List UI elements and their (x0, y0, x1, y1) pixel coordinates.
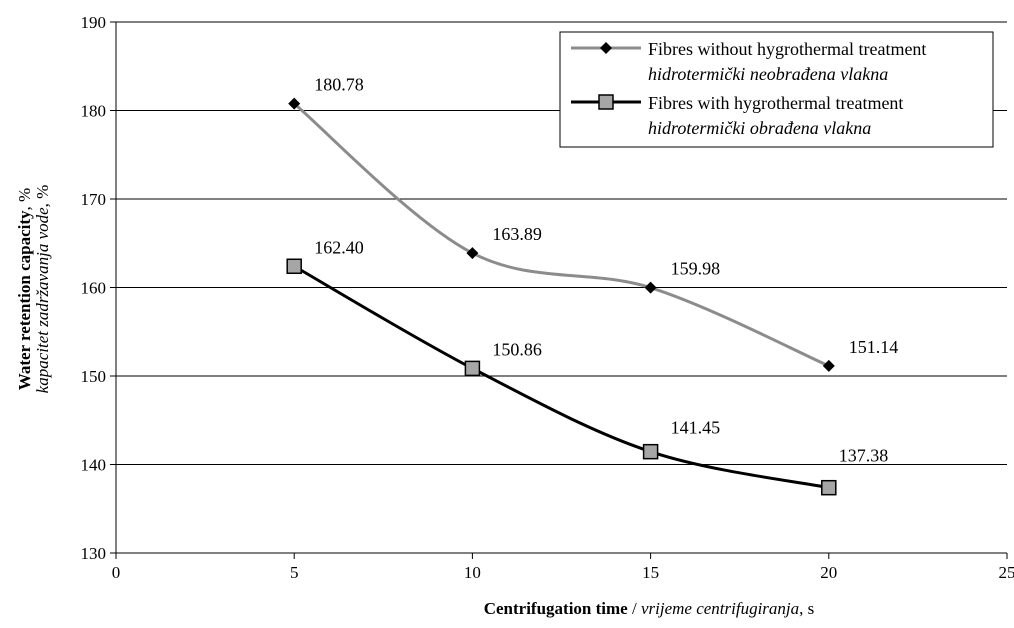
y-axis-title-alt-line: kapacitet zadržavanja vode, % (33, 185, 52, 394)
series-1-data-label-4: 151.14 (849, 337, 899, 357)
series-layer (286, 97, 837, 496)
series-2-point-4 (821, 479, 837, 496)
axes (110, 21, 1008, 559)
series-2-point-3 (642, 443, 659, 460)
legend-sublabel-series-1: hidrotermički neobrađena vlakna (648, 64, 888, 84)
legend-sublabel-series-2: hidrotermički obrađena vlakna (648, 118, 871, 138)
x-tick-label-20: 20 (820, 563, 837, 582)
series-line-2 (293, 264, 830, 490)
series-1-point-2 (466, 247, 479, 260)
x-tick-label-25: 25 (999, 563, 1014, 582)
series-2-data-label-2: 150.86 (492, 339, 542, 359)
legend-label-series-1: Fibres without hygrothermal treatment (648, 39, 926, 59)
y-tick-label-140: 140 (81, 456, 107, 475)
series-1-data-label-1: 180.78 (314, 75, 364, 95)
x-tick-labels: 0 5 10 15 20 25 (112, 563, 1014, 582)
x-tick-label-15: 15 (642, 563, 659, 582)
y-tick-label-160: 160 (81, 279, 107, 298)
series-1-point-4 (822, 359, 835, 372)
series-2-data-label-1: 162.40 (314, 237, 364, 257)
series-1-point-1 (288, 97, 301, 110)
x-axis-title-unit: , s (799, 599, 814, 618)
series-1-data-label-3: 159.98 (671, 259, 721, 279)
y-axis-title: Water retention capacity, % (15, 188, 34, 390)
y-tick-label-180: 180 (81, 102, 107, 121)
x-tick-label-0: 0 (112, 563, 121, 582)
y-axis-title-unit: , % (15, 188, 34, 211)
series-line-1 (293, 102, 830, 368)
x-axis-title-sep: / (628, 599, 641, 618)
series-2-data-label-4: 137.38 (839, 446, 889, 466)
series-2-point-2 (464, 360, 481, 377)
y-axis-title-group: Water retention capacity, % kapacitet za… (15, 185, 52, 394)
y-tick-label-130: 130 (81, 544, 107, 563)
x-tick-label-5: 5 (290, 563, 299, 582)
y-tick-label-150: 150 (81, 367, 107, 386)
y-axis-title-alt: kapacitet zadržavanja vode (33, 207, 52, 393)
y-tick-label-170: 170 (81, 190, 107, 209)
series-2-point-1 (286, 258, 302, 275)
data-labels: 180.78 163.89 159.98 151.14 162.40 150.86 141.… (314, 75, 898, 466)
y-tick-label-190: 190 (81, 13, 107, 32)
legend-label-series-2: Fibres with hygrothermal treatment (648, 93, 903, 113)
legend-marker-series-2 (598, 94, 614, 110)
series-2-data-label-3: 141.45 (671, 418, 721, 438)
x-axis-title-main: Centrifugation time (484, 599, 628, 618)
series-1-point-3 (644, 281, 657, 294)
y-axis-title-unit2: , % (33, 185, 52, 208)
series-1-data-label-2: 163.89 (492, 224, 542, 244)
legend-box (559, 31, 994, 148)
legend-marker-series-1 (600, 42, 612, 54)
legend: Fibres without hygrothermal treatment hi… (559, 31, 994, 148)
y-axis-title-main: Water retention capacity (15, 210, 34, 390)
x-axis-title-alt: vrijeme centrifugiranja (641, 599, 799, 618)
y-tick-labels: 130 140 150 160 170 180 190 (81, 13, 107, 563)
x-tick-label-10: 10 (464, 563, 481, 582)
x-axis-title: Centrifugation time / vrijeme centrifugi… (484, 599, 815, 618)
